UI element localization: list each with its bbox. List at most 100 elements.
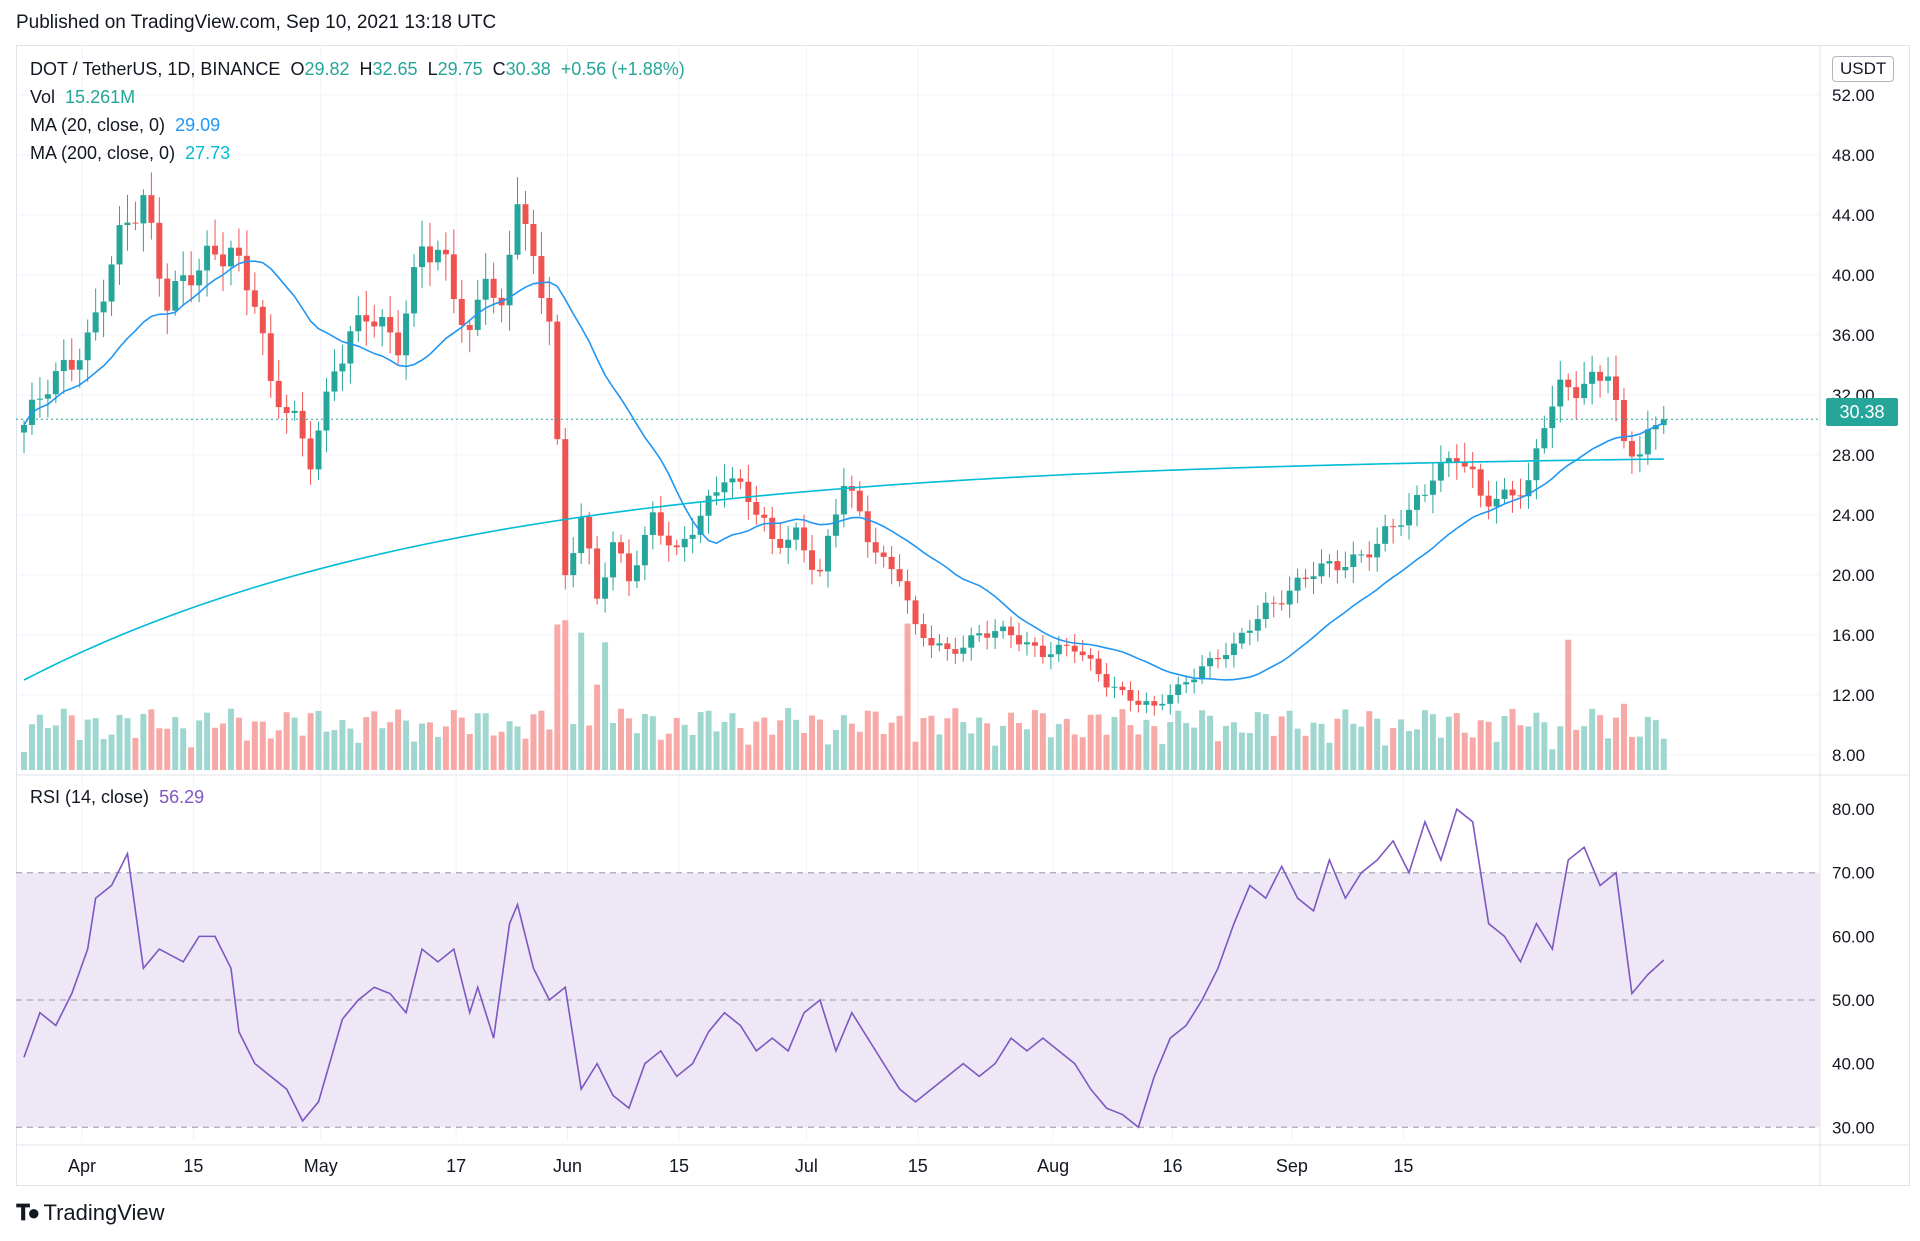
candle-body xyxy=(1636,454,1643,457)
volume-bar xyxy=(1071,734,1078,770)
time-tick-label: 15 xyxy=(183,1156,203,1176)
volume-bar xyxy=(426,722,433,770)
symbol-label: DOT / TetherUS, 1D, BINANCE xyxy=(30,59,281,79)
volume-bar xyxy=(625,718,632,770)
candle-body xyxy=(578,516,585,554)
candle-body xyxy=(1246,630,1253,633)
candle-body xyxy=(1199,666,1206,680)
candle-body xyxy=(1016,635,1022,645)
candle-body xyxy=(769,517,776,540)
candle-body xyxy=(912,600,919,625)
volume-bar xyxy=(1613,717,1619,770)
volume-bar xyxy=(44,727,51,770)
volume-bar xyxy=(92,718,99,770)
volume-bar xyxy=(737,727,744,770)
candle-body xyxy=(108,264,115,302)
candle-body xyxy=(419,246,425,268)
volume-bar xyxy=(546,729,553,770)
candle-body xyxy=(180,275,187,281)
volume-bar xyxy=(506,721,513,770)
candle-body xyxy=(442,249,449,255)
last-price-tag: 30.38 xyxy=(1826,398,1898,426)
volume-bar xyxy=(960,722,967,770)
volume-bar xyxy=(769,734,776,770)
volume-bar xyxy=(339,719,346,770)
volume-bar xyxy=(220,723,226,770)
high-label: H xyxy=(359,59,373,79)
volume-bar xyxy=(403,720,410,770)
volume-bar xyxy=(1620,703,1627,770)
volume-bar xyxy=(323,731,330,770)
candle-body xyxy=(1326,561,1333,564)
volume-bar xyxy=(944,718,951,770)
candle-body xyxy=(1215,658,1221,660)
candle-body xyxy=(1135,700,1142,705)
candle-body xyxy=(610,542,617,578)
candle-body xyxy=(100,301,107,313)
volume-bar xyxy=(1493,741,1500,770)
candle-body xyxy=(259,306,266,334)
volume-bar xyxy=(824,744,831,770)
candle-body xyxy=(339,363,346,372)
currency-badge[interactable]: USDT xyxy=(1832,56,1895,82)
price-tick-label: 24.00 xyxy=(1832,506,1875,525)
volume-bar xyxy=(1541,722,1548,770)
volume-bar xyxy=(275,730,282,770)
volume-bar xyxy=(1103,734,1110,770)
candle-body xyxy=(323,391,330,431)
candle-body xyxy=(1565,379,1572,388)
candle-body xyxy=(697,515,704,535)
candle-body xyxy=(960,647,967,654)
candle-body xyxy=(1406,509,1413,526)
volume-bar xyxy=(498,731,505,770)
volume-bar xyxy=(172,717,179,770)
volume-bar xyxy=(864,710,871,770)
volume-bar xyxy=(896,715,903,770)
candle-body xyxy=(649,512,656,535)
volume-bar xyxy=(721,721,728,770)
candle-body xyxy=(36,398,43,400)
candle-body xyxy=(1023,642,1030,645)
candle-body xyxy=(1589,371,1596,384)
volume-bar xyxy=(1533,712,1540,770)
price-tick-label: 44.00 xyxy=(1832,206,1875,225)
candle-body xyxy=(920,624,927,639)
candle-body xyxy=(204,245,211,271)
volume-bar xyxy=(419,723,425,770)
volume-bar xyxy=(1477,720,1484,770)
volume-bar xyxy=(267,738,274,770)
volume-bar xyxy=(1326,742,1333,770)
candle-body xyxy=(856,490,863,512)
footer-brand[interactable]: 𝐓● TradingView xyxy=(16,1200,165,1226)
candle-body xyxy=(777,539,784,548)
volume-bar xyxy=(1469,737,1476,770)
candle-body xyxy=(411,267,418,314)
volume-bar xyxy=(243,740,250,770)
candle-body xyxy=(267,333,274,381)
volume-bar xyxy=(1461,732,1468,770)
candle-body xyxy=(1429,480,1436,495)
candle-body xyxy=(1167,694,1174,704)
candle-body xyxy=(426,246,433,263)
candle-body xyxy=(1071,645,1078,652)
volume-bar xyxy=(1230,722,1237,770)
volume-bar xyxy=(984,723,991,770)
volume-bar xyxy=(1644,716,1651,770)
ma20-label: MA (20, close, 0) xyxy=(30,115,166,135)
rsi-tick-label: 30.00 xyxy=(1832,1118,1875,1137)
candle-body xyxy=(506,254,513,306)
candle-body xyxy=(76,360,83,370)
price-tick-label: 28.00 xyxy=(1832,446,1875,465)
volume-bar xyxy=(21,752,27,770)
ma200-value: 27.73 xyxy=(185,143,231,163)
price-tick-label: 36.00 xyxy=(1832,326,1875,345)
candle-body xyxy=(1628,441,1635,457)
volume-bar xyxy=(1039,713,1046,770)
volume-bar xyxy=(227,708,234,770)
candle-body xyxy=(737,478,744,482)
candle-body xyxy=(1230,643,1237,656)
volume-bar xyxy=(1509,708,1516,770)
candle-body xyxy=(1597,371,1604,381)
volume-bar xyxy=(1310,722,1317,770)
